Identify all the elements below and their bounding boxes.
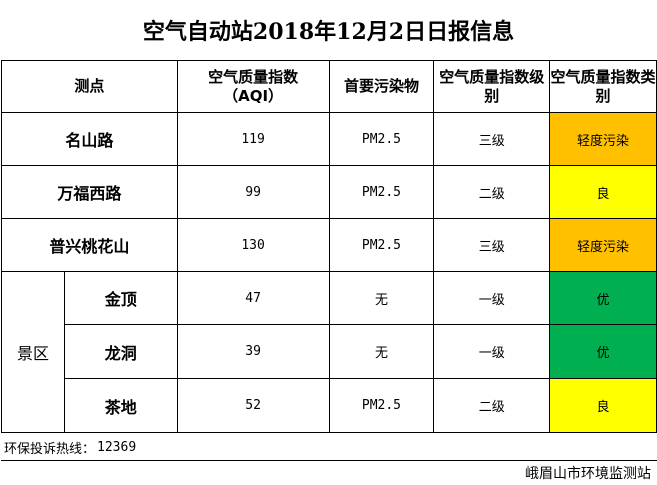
header-pollutant: 首要污染物 <box>328 60 435 113</box>
station-name: 万福西路 <box>1 165 178 219</box>
header-category: 空气质量指数类别 <box>549 60 657 113</box>
aqi-value: 52 <box>176 378 330 433</box>
table-row: 万福西路 99 PM2.5 二级 良 <box>1 165 657 219</box>
primary-pollutant: PM2.5 <box>328 112 435 166</box>
primary-pollutant: 无 <box>328 324 435 379</box>
station-name: 普兴桃花山 <box>1 218 178 272</box>
table-row: 景区 金顶 47 无 一级 优 <box>1 271 657 433</box>
header-level: 空气质量指数级别 <box>433 60 551 113</box>
aqi-level: 三级 <box>433 218 551 272</box>
table-row: 名山路 119 PM2.5 三级 轻度污染 <box>1 112 657 166</box>
header-aqi: 空气质量指数 （AQI） <box>176 60 330 113</box>
hotline-number: 12369 <box>97 439 137 455</box>
aqi-category: 轻度污染 <box>549 218 657 272</box>
aqi-category: 良 <box>549 165 657 219</box>
aqi-value: 99 <box>176 165 330 219</box>
aqi-level: 一级 <box>433 271 551 325</box>
header-aqi-line2: （AQI） <box>223 86 284 105</box>
station-name: 名山路 <box>1 112 178 166</box>
aqi-value: 47 <box>176 271 330 325</box>
header-station: 测点 <box>1 60 178 113</box>
table-row: 茶地 52 PM2.5 二级 良 <box>2 378 657 433</box>
station-name: 金顶 <box>63 271 178 325</box>
header-row: 测点 空气质量指数 （AQI） 首要污染物 空气质量指数级别 空气质量指数类别 <box>1 60 657 113</box>
aqi-level: 一级 <box>433 324 551 379</box>
primary-pollutant: PM2.5 <box>328 218 435 272</box>
air-quality-table: 测点 空气质量指数 （AQI） 首要污染物 空气质量指数级别 空气质量指数类别 … <box>1 60 657 433</box>
report-title: 空气自动站2018年12月2日日报信息 <box>142 19 515 45</box>
table-row: 龙洞 39 无 一级 优 <box>2 324 657 379</box>
table-row: 普兴桃花山 130 PM2.5 三级 轻度污染 <box>1 218 657 272</box>
primary-pollutant: PM2.5 <box>328 165 435 219</box>
aqi-value: 39 <box>176 324 330 379</box>
hotline: 环保投诉热线： 12369 <box>4 436 136 458</box>
header-aqi-line1: 空气质量指数 <box>208 67 299 86</box>
scenic-area-label: 景区 <box>1 271 65 433</box>
station-name: 龙洞 <box>63 324 178 379</box>
aqi-level: 三级 <box>433 112 551 166</box>
aqi-category: 优 <box>549 324 657 379</box>
hotline-label: 环保投诉热线： <box>4 441 96 457</box>
aqi-level: 二级 <box>433 165 551 219</box>
aqi-category: 良 <box>549 378 657 433</box>
aqi-level: 二级 <box>433 378 551 433</box>
footer-divider <box>1 460 657 461</box>
primary-pollutant: 无 <box>328 271 435 325</box>
aqi-category: 优 <box>549 271 657 325</box>
primary-pollutant: PM2.5 <box>328 378 435 433</box>
aqi-value: 119 <box>176 112 330 166</box>
station-name: 茶地 <box>63 378 178 433</box>
aqi-value: 130 <box>176 218 330 272</box>
organization-name: 峨眉山市环境监测站 <box>525 466 651 482</box>
aqi-category: 轻度污染 <box>549 112 657 166</box>
